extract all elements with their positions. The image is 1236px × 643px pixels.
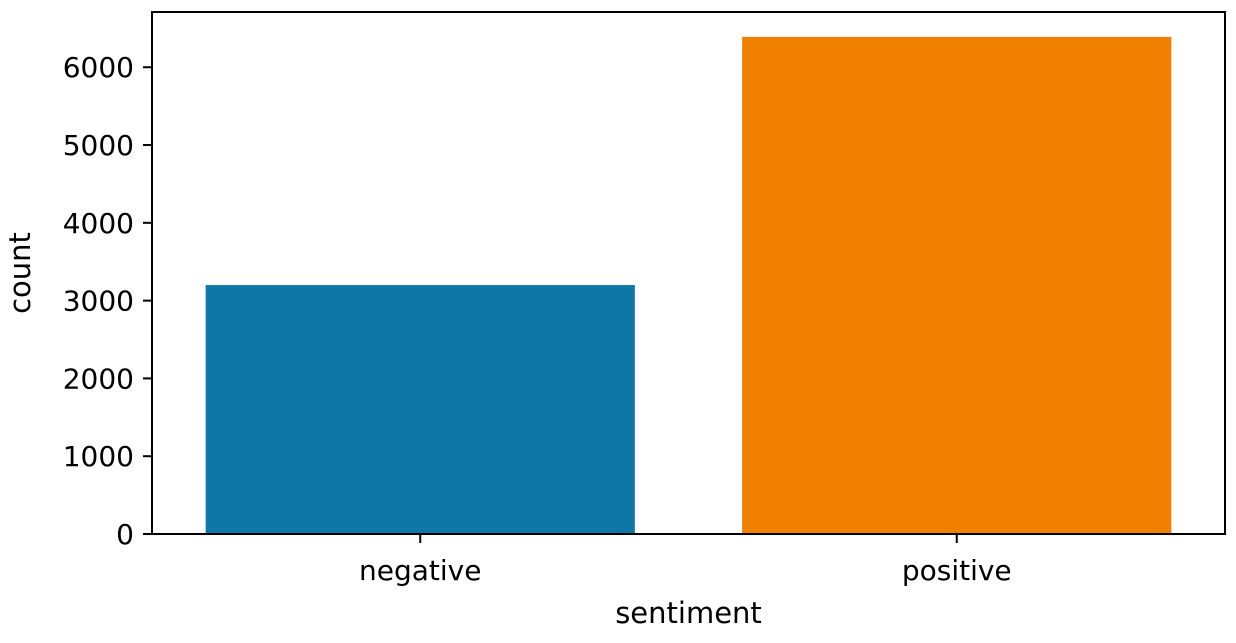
y-axis-ticks: 0 1000 2000 3000 4000 5000 6000 (63, 51, 152, 551)
bar-positive (742, 36, 1172, 534)
y-tick-label: 0 (116, 518, 134, 551)
y-axis-label: count (3, 232, 37, 314)
bar-negative (205, 285, 635, 534)
plot-frame (151, 11, 1226, 535)
y-tick-label: 1000 (63, 440, 134, 473)
y-tick-label: 5000 (63, 129, 134, 162)
y-tick-label: 2000 (63, 362, 134, 395)
bars-group (205, 36, 1172, 534)
x-tick-label: positive (902, 554, 1012, 587)
x-axis-label: sentiment (615, 596, 762, 630)
x-axis-ticks: negative positive (359, 534, 1012, 587)
x-tick-label: negative (359, 554, 481, 587)
y-tick-label: 6000 (63, 51, 134, 84)
y-tick-label: 3000 (63, 285, 134, 318)
y-tick-label: 4000 (63, 207, 134, 240)
